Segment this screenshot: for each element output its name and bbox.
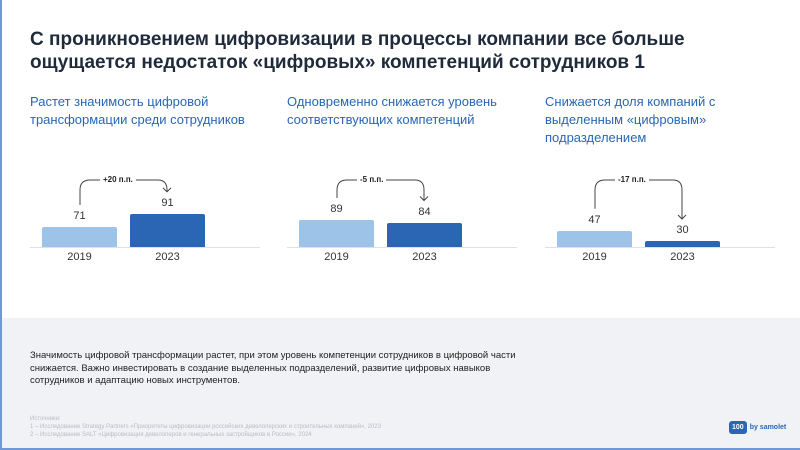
- year-label: 2019: [582, 251, 607, 263]
- year-label: 2023: [155, 251, 180, 263]
- value-label: 47: [588, 213, 601, 226]
- panel-subtitle: Одновременно снижается уровень соответст…: [287, 94, 497, 127]
- value-label: 91: [161, 196, 174, 209]
- value-label: 71: [73, 209, 86, 222]
- value-label: 84: [418, 205, 431, 218]
- bar-2019: [299, 220, 374, 247]
- value-label: 89: [330, 203, 343, 215]
- bar-2019: [557, 230, 632, 247]
- bar-2023: [130, 213, 205, 247]
- year-label: 2023: [670, 251, 695, 263]
- page-title: С проникновением цифровизации в процессы…: [30, 29, 685, 73]
- change-arrow-icon: [594, 179, 687, 220]
- source-item: 1 – Исследование Strategy Partners «Прио…: [30, 424, 381, 430]
- delta-label: -17 п.п.: [615, 175, 649, 184]
- logo: 100 by samolet: [729, 421, 786, 434]
- baseline: [30, 247, 260, 248]
- change-arrow-icon: [79, 179, 172, 205]
- sources: Источники: 1 – Исследование Strategy Par…: [30, 415, 381, 439]
- bar-chart: 71 2019 91 2023 +20 п.п.: [30, 170, 260, 270]
- delta-label: +20 п.п.: [100, 175, 136, 184]
- year-label: 2019: [324, 251, 349, 263]
- bar-chart: 47 2019 30 2023 -17 п.п.: [545, 170, 775, 270]
- year-label: 2019: [67, 251, 92, 263]
- source-item: 2 – Исследование SALT «Цифровизация деве…: [30, 432, 312, 438]
- value-label: 30: [676, 224, 689, 236]
- logo-badge: 100: [729, 421, 747, 434]
- bar-2019: [42, 226, 117, 247]
- bar-chart: 89 2019 84 2023 -5 п.п.: [287, 170, 517, 270]
- logo-text: by samolet: [749, 424, 787, 431]
- panel-subtitle: Растет значимость цифровой трансформации…: [30, 94, 245, 127]
- baseline: [287, 247, 517, 248]
- conclusion-text: Значимость цифровой трансформации растет…: [30, 350, 516, 386]
- change-arrow-icon: [336, 179, 429, 202]
- delta-label: -5 п.п.: [357, 175, 387, 184]
- conclusion-section: [0, 318, 800, 450]
- year-label: 2023: [412, 251, 437, 263]
- panel-subtitle: Снижается доля компаний с выделенным «ци…: [545, 94, 716, 145]
- sources-label: Источники:: [30, 416, 61, 422]
- bar-2023: [645, 241, 720, 247]
- baseline: [545, 247, 775, 248]
- bar-2023: [387, 222, 462, 247]
